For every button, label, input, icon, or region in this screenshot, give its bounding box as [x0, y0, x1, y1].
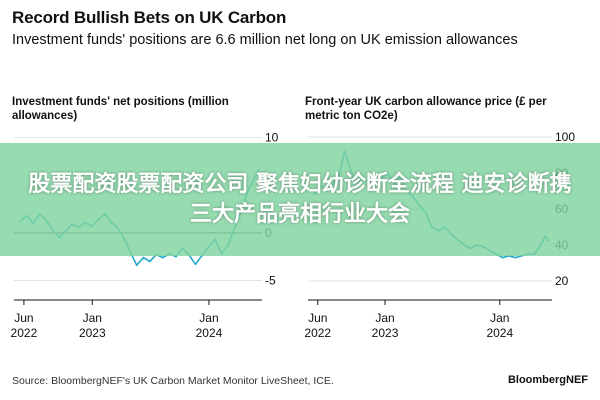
- x-tick-label-month: Jun: [14, 311, 33, 325]
- data-point: [162, 256, 164, 259]
- x-tick-label-month: Jun: [308, 311, 327, 325]
- x-tick-label-year: 2023: [79, 326, 106, 340]
- data-point: [194, 263, 197, 266]
- x-tick-label-year: 2022: [11, 326, 38, 340]
- data-point: [175, 255, 177, 258]
- x-tick-label-month: Jan: [83, 311, 102, 325]
- page-title: Record Bullish Bets on UK Carbon: [12, 8, 287, 27]
- brand-logo: BloombergNEF: [507, 374, 588, 386]
- data-point: [142, 256, 145, 259]
- chart-title-net-positions: Investment funds' net positions (million…: [12, 96, 229, 122]
- data-point: [135, 264, 138, 267]
- overlay-banner[interactable]: 股票配资股票配资公司 聚焦妇幼诊断全流程 迪安诊断携三大产品亮相行业大会: [0, 143, 600, 256]
- x-tick-label-year: 2024: [196, 326, 223, 340]
- x-tick-label-month: Jan: [490, 311, 509, 325]
- data-point: [501, 256, 504, 259]
- x-tick-label-year: 2023: [372, 326, 399, 340]
- data-point: [514, 256, 517, 259]
- page-subtitle: Investment funds' positions are 6.6 mill…: [12, 32, 518, 48]
- y-tick-label: 20: [555, 274, 569, 288]
- x-tick-label-year: 2022: [304, 326, 331, 340]
- y-tick-label: -5: [265, 273, 276, 287]
- source-note: Source: BloombergNEF's UK Carbon Market …: [12, 375, 334, 387]
- overlay-banner-text: 股票配资股票配资公司 聚焦妇幼诊断全流程 迪安诊断携三大产品亮相行业大会: [28, 171, 572, 227]
- y-tick-label: 10: [265, 131, 279, 145]
- x-tick-label-month: Jan: [199, 311, 218, 325]
- x-tick-label-year: 2024: [486, 326, 513, 340]
- chart-title-allowance-price: Front-year UK carbon allowance price (£ …: [305, 96, 547, 122]
- x-tick-label-month: Jan: [375, 311, 394, 325]
- y-tick-label: 100: [555, 130, 575, 144]
- data-point: [148, 260, 151, 263]
